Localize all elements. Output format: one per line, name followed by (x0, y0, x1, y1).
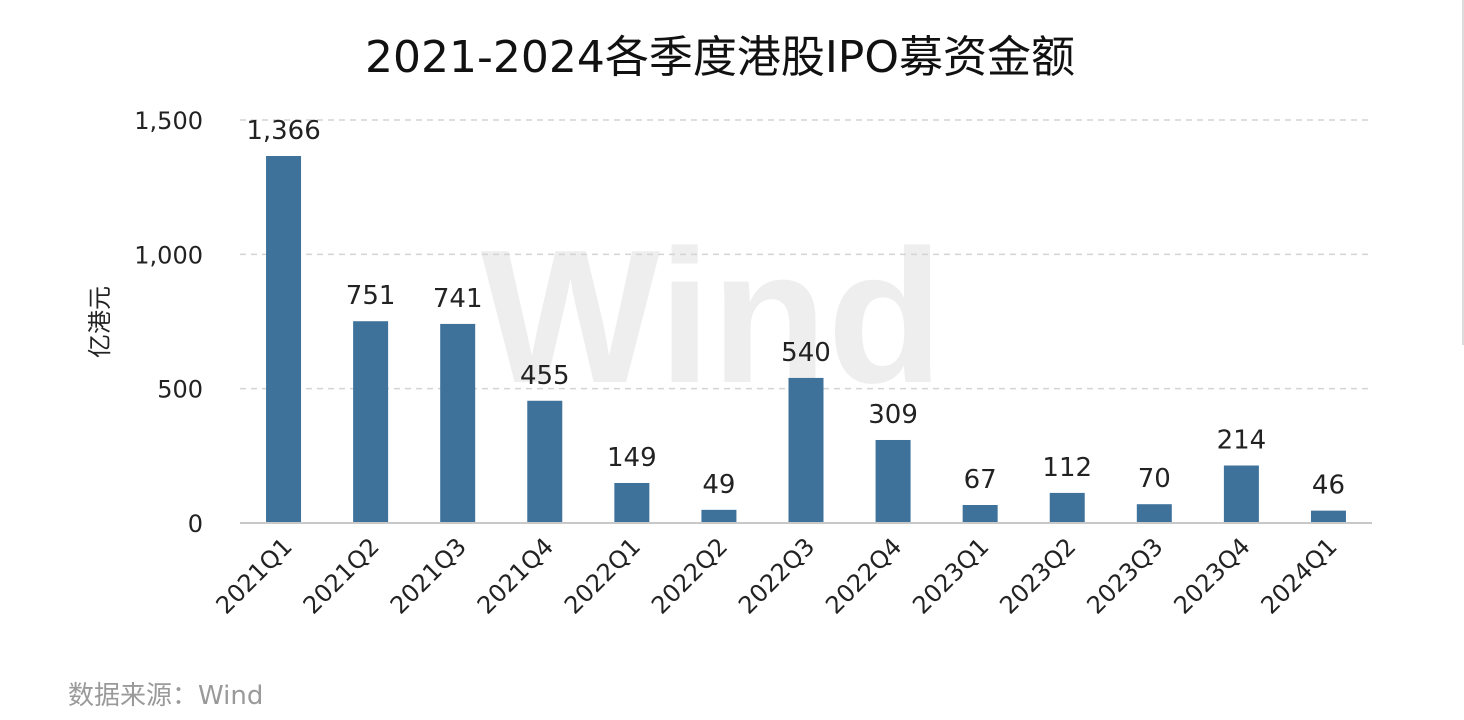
bar-2024Q1 (1310, 510, 1346, 523)
x-tick-label: 2023Q3 (1081, 532, 1168, 619)
chart-title: 2021-2024各季度港股IPO募资金额 (365, 32, 1075, 83)
data-label-2021Q2: 751 (346, 281, 396, 311)
data-label-2022Q4: 309 (868, 400, 918, 430)
data-label-2024Q1: 46 (1312, 471, 1345, 501)
data-label-2023Q2: 112 (1042, 453, 1092, 483)
x-tick-label: 2022Q3 (733, 532, 820, 619)
bar-2021Q3 (440, 323, 476, 523)
bar-2022Q1 (614, 482, 650, 523)
data-label-2023Q3: 70 (1138, 464, 1171, 494)
watermark-text: Wind (481, 211, 944, 423)
bar-2023Q1 (962, 504, 998, 523)
y-axis-label: 亿港元 (86, 286, 114, 358)
bar-2021Q1 (266, 156, 302, 523)
bar-2023Q2 (1049, 492, 1085, 523)
data-label-2023Q1: 67 (964, 465, 997, 495)
source-note: 数据来源：Wind (68, 681, 263, 711)
data-label-2021Q4: 455 (520, 361, 570, 391)
x-tick-label: 2023Q1 (907, 532, 994, 619)
data-label-2022Q3: 540 (781, 338, 831, 368)
data-label-2022Q1: 149 (607, 443, 657, 473)
x-tick-label: 2021Q3 (385, 532, 472, 619)
y-axis-ticks: 0 500 1,000 1,500 (134, 107, 203, 538)
x-axis-ticks: 2021Q1 2021Q2 2021Q3 2021Q4 2022Q1 2022Q2 2022… (211, 532, 1343, 619)
x-tick-label: 2021Q1 (211, 532, 298, 619)
bar-2022Q2 (701, 509, 737, 523)
data-label-2021Q1: 1,366 (246, 116, 320, 146)
x-tick-label: 2023Q4 (1168, 532, 1255, 619)
data-label-2021Q3: 741 (433, 284, 483, 314)
bar-2022Q3 (788, 377, 824, 523)
bar-2023Q4 (1223, 465, 1259, 523)
x-tick-label: 2024Q1 (1256, 532, 1343, 619)
bar-2021Q2 (353, 321, 389, 523)
page-edge-divider (1462, 0, 1464, 345)
y-tick-label: 1,500 (134, 107, 203, 135)
x-tick-label: 2022Q1 (559, 532, 646, 619)
y-tick-label: 500 (157, 376, 203, 404)
y-tick-label: 0 (188, 510, 203, 538)
data-label-2023Q4: 214 (1217, 426, 1267, 456)
x-tick-label: 2021Q4 (472, 532, 559, 619)
x-tick-label: 2021Q2 (298, 532, 385, 619)
bar-2023Q3 (1136, 504, 1172, 523)
x-tick-label: 2022Q2 (646, 532, 733, 619)
bar-2021Q4 (527, 400, 563, 523)
y-tick-label: 1,000 (134, 241, 203, 269)
bars (266, 156, 1346, 523)
x-tick-label: 2023Q2 (994, 532, 1081, 619)
bar-2022Q4 (875, 439, 911, 523)
data-label-2022Q2: 49 (702, 470, 735, 500)
x-tick-label: 2022Q4 (820, 532, 907, 619)
data-labels: 1,366 751 741 455 149 49 540 309 67 112 70 214 46 (246, 116, 1345, 501)
